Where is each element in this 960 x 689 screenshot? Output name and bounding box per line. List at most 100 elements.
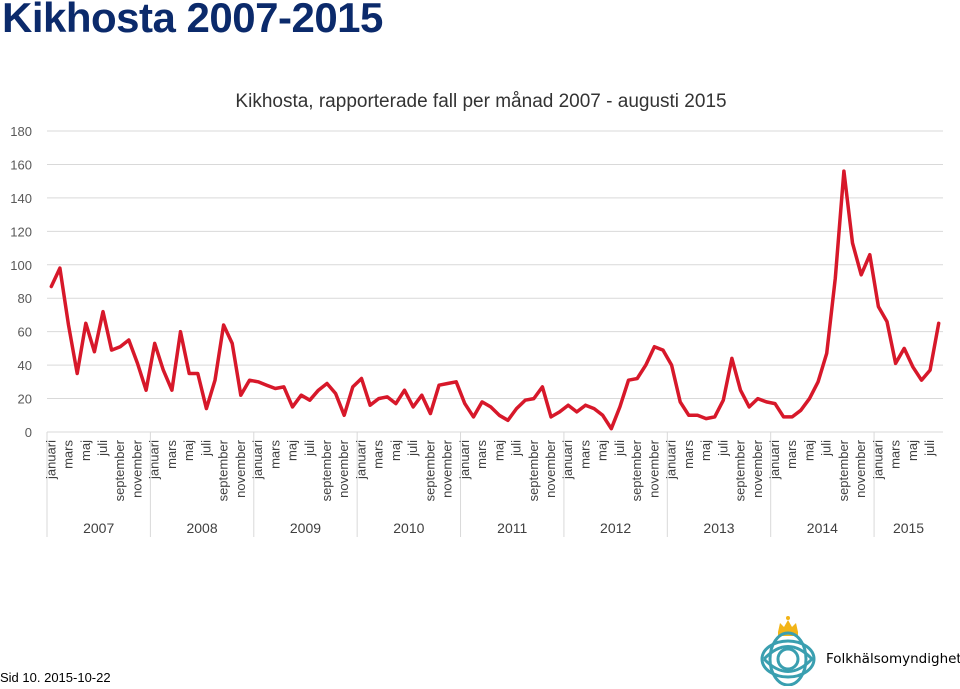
data-point (205, 407, 208, 410)
x-tick-label: januari (353, 440, 368, 480)
data-point (860, 274, 862, 276)
data-point (791, 416, 793, 418)
data-point (481, 401, 483, 403)
data-point (352, 386, 354, 388)
data-point (222, 324, 225, 326)
x-tick-label: januari (457, 440, 472, 480)
data-point (145, 389, 147, 392)
data-point (920, 379, 923, 382)
year-label: 2008 (186, 520, 217, 536)
data-point (291, 406, 294, 408)
x-tick-label: januari (250, 440, 265, 480)
data-point (584, 404, 587, 407)
data-point (50, 285, 53, 288)
y-tick-label: 120 (10, 224, 32, 239)
data-point (265, 384, 268, 387)
data-point (541, 386, 544, 388)
year-label: 2011 (497, 520, 527, 536)
data-point (610, 427, 613, 430)
data-point (309, 399, 311, 402)
x-tick-label: mars (61, 440, 76, 469)
data-point (171, 389, 173, 392)
x-tick-label: mars (888, 440, 903, 469)
x-tick-label: mars (474, 440, 489, 469)
folkhalsomyndigheten-logo (760, 616, 816, 686)
y-axis: 0 20 40 60 80 100 120 140 160 180 (10, 124, 32, 440)
x-tick-label: juli (95, 440, 110, 457)
data-point (903, 347, 905, 350)
data-point (679, 401, 681, 403)
data-point (386, 396, 389, 398)
x-tick-label: maj (905, 440, 920, 461)
data-point (464, 402, 466, 405)
x-tick-label: juli (302, 440, 317, 457)
data-point (765, 401, 768, 403)
y-tick-label: 80 (18, 291, 32, 306)
data-point (645, 364, 647, 366)
data-point (739, 389, 742, 392)
data-point (782, 416, 785, 418)
data-point (472, 416, 475, 418)
year-label: 2015 (893, 520, 924, 536)
data-point (179, 330, 182, 333)
x-tick-label: januari (43, 440, 58, 480)
x-tick-label: maj (491, 440, 506, 461)
x-tick-label: september (836, 439, 851, 501)
data-point (403, 389, 406, 392)
data-point (429, 412, 432, 415)
emblem-icon (760, 631, 816, 686)
x-tick-label: november (750, 439, 765, 497)
data-point (662, 349, 664, 351)
data-point (851, 242, 854, 244)
data-point (231, 342, 233, 345)
data-point (843, 170, 845, 172)
y-tick-label: 20 (18, 392, 32, 407)
data-point (214, 379, 216, 382)
data-point (240, 394, 242, 397)
data-point (731, 357, 733, 360)
x-tick-label: maj (698, 440, 713, 461)
x-tick-label: november (543, 439, 558, 497)
y-tick-label: 140 (10, 191, 32, 206)
data-point (653, 345, 656, 348)
data-point (533, 397, 535, 400)
data-point (188, 372, 190, 375)
y-tick-label: 60 (18, 325, 32, 340)
y-tick-label: 100 (10, 258, 32, 273)
x-tick-label: maj (801, 440, 816, 461)
x-tick-label: september (216, 439, 231, 501)
x-tick-label: januari (147, 440, 162, 480)
data-point (317, 389, 320, 392)
x-tick-label: september (526, 439, 541, 501)
data-point (369, 404, 371, 407)
data-point (162, 369, 165, 371)
chart-title: Kikhosta, rapporterade fall per månad 20… (235, 91, 726, 112)
data-point (128, 339, 130, 341)
data-point (696, 414, 699, 417)
data-point (326, 382, 328, 385)
x-tick-label: november (853, 439, 868, 497)
data-point (713, 416, 716, 418)
x-tick-label: mars (267, 440, 282, 469)
data-point (507, 419, 509, 422)
year-label: 2014 (807, 520, 838, 536)
year-label: 2013 (703, 520, 734, 536)
data-point (489, 406, 492, 408)
x-tick-label: juli (715, 440, 730, 457)
data-point (334, 392, 337, 395)
data-point (808, 397, 811, 400)
data-point (360, 377, 363, 380)
data-point (524, 399, 526, 402)
x-tick-label: januari (664, 440, 679, 480)
data-point (110, 349, 113, 351)
year-label: 2009 (290, 520, 321, 536)
data-point (627, 379, 630, 382)
x-tick-label: november (336, 439, 351, 497)
x-tick-label: mars (577, 440, 592, 469)
data-point (593, 407, 595, 410)
data-point (894, 362, 897, 365)
x-tick-label: mars (371, 440, 386, 469)
x-tick-label: juli (509, 440, 524, 457)
data-point (446, 382, 449, 385)
data-point (636, 377, 638, 380)
